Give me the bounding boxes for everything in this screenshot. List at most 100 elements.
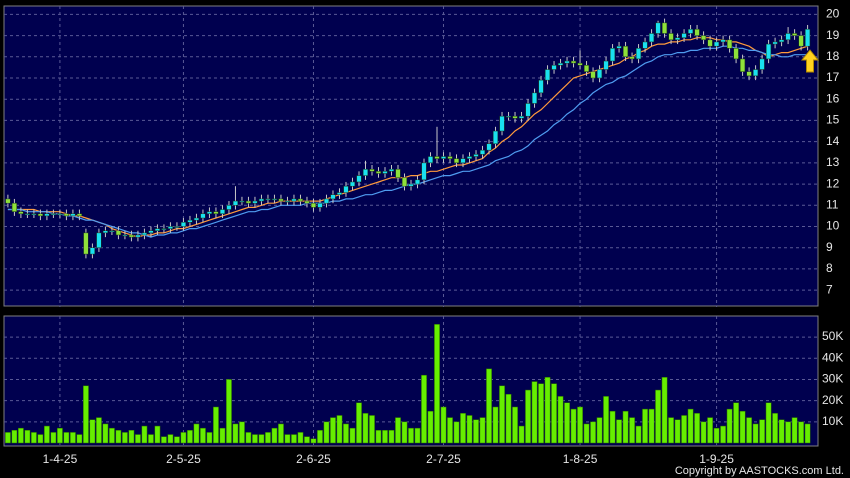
volume-bar [577, 406, 583, 444]
candle-body [252, 200, 258, 204]
volume-bar [674, 419, 681, 444]
y-tick-label: 8 [826, 261, 833, 275]
moving-average-line [7, 37, 808, 238]
y-tick-label: 12 [826, 176, 840, 190]
volume-bar [63, 432, 70, 444]
candle-body [232, 200, 239, 206]
candle-body [694, 28, 700, 36]
candle-body [57, 213, 63, 216]
volume-bar [648, 408, 655, 444]
candle-body [492, 130, 499, 145]
volume-bar [11, 430, 18, 444]
candle-body [115, 230, 122, 236]
volume-bar [278, 423, 284, 444]
volume-bar [200, 427, 206, 444]
candle-body [89, 247, 96, 255]
volume-bar [37, 434, 44, 444]
candle-body [473, 154, 479, 157]
candle-body [557, 62, 564, 66]
candle-body [453, 158, 460, 164]
volume-bar [804, 423, 811, 444]
volume-bar [765, 402, 772, 444]
y-tick-label: 7 [826, 282, 833, 296]
volume-bar [440, 406, 447, 444]
volume-bar [583, 423, 590, 444]
volume-bar [772, 413, 778, 444]
candle-body [486, 143, 492, 151]
candle-body [440, 156, 447, 159]
candle-body [213, 211, 219, 215]
volume-bar [531, 381, 538, 444]
candle-body [154, 228, 161, 231]
candle-body [44, 213, 50, 217]
volume-bar [414, 427, 421, 444]
candle-body [37, 213, 43, 217]
volume-bar [395, 417, 401, 444]
candle-body [180, 222, 187, 227]
moving-average-line [7, 45, 808, 238]
candle-body [258, 198, 265, 202]
candle-body [135, 234, 141, 238]
volume-bar [89, 419, 96, 444]
volume-bar [213, 406, 219, 444]
candle-body [681, 33, 687, 38]
volume-bar [739, 410, 746, 444]
candle-body [226, 205, 232, 210]
y-tick-label: 16 [826, 91, 840, 105]
price-panel [3, 5, 819, 307]
volume-bar [538, 383, 544, 444]
volume-bar [479, 417, 486, 444]
candle-body [330, 194, 336, 200]
volume-bar [486, 368, 492, 444]
volume-bar [161, 436, 167, 444]
candle-body [219, 209, 226, 215]
candle-body [720, 39, 726, 43]
candle-body [629, 56, 635, 60]
y-tick-label: 17 [826, 70, 840, 84]
candle-body [479, 149, 486, 155]
volume-bar [746, 417, 752, 444]
candle-body [792, 33, 798, 36]
volume-bar [557, 396, 564, 444]
volume-bar [655, 389, 661, 444]
volume-bar [603, 396, 609, 444]
volume-bar [668, 417, 674, 444]
y-tick-label: 9 [826, 240, 833, 254]
candle-body [141, 232, 148, 236]
candle-body [362, 168, 369, 176]
y-tick-label: 50K [822, 329, 843, 343]
volume-bar [83, 385, 89, 444]
candle-body [805, 28, 811, 47]
candle-body [70, 213, 76, 217]
volume-bar [453, 421, 460, 444]
candle-body [161, 228, 167, 230]
candle-body [674, 37, 681, 41]
y-tick-label: 19 [826, 28, 840, 42]
volume-bar [317, 430, 323, 444]
volume-bar [622, 410, 629, 444]
volume-bar [141, 425, 148, 444]
volume-bar [271, 427, 278, 444]
volume-bar [239, 421, 245, 444]
volume-bar [206, 432, 213, 444]
volume-bar [128, 430, 135, 444]
candle-body [369, 168, 375, 172]
candle-body [421, 162, 427, 181]
volume-bar [408, 427, 414, 444]
candle-body [317, 202, 323, 208]
candle-body [779, 39, 785, 43]
volume-bar [570, 408, 577, 444]
volume-bar [473, 419, 479, 444]
x-tick-label: 1-9-25 [699, 452, 734, 466]
volume-bar [245, 432, 252, 444]
candle-body [759, 58, 765, 70]
volume-bar [323, 421, 330, 444]
candle-body [538, 79, 544, 94]
candle-body [466, 156, 473, 159]
volume-bar [492, 406, 499, 444]
candle-body [83, 232, 89, 255]
candle-body [739, 58, 746, 72]
volume-bar [609, 410, 616, 444]
y-tick-label: 18 [826, 49, 840, 63]
candle-body [167, 226, 174, 229]
